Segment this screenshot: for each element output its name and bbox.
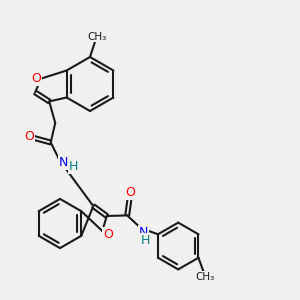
Text: O: O: [103, 228, 112, 241]
Text: CH₃: CH₃: [195, 272, 215, 282]
Text: CH₃: CH₃: [88, 32, 107, 42]
Text: O: O: [24, 130, 34, 143]
Text: H: H: [140, 234, 150, 247]
Text: N: N: [58, 155, 68, 169]
Text: O: O: [126, 186, 135, 199]
Text: N: N: [139, 226, 148, 239]
Text: O: O: [31, 72, 41, 85]
Text: H: H: [68, 160, 78, 173]
